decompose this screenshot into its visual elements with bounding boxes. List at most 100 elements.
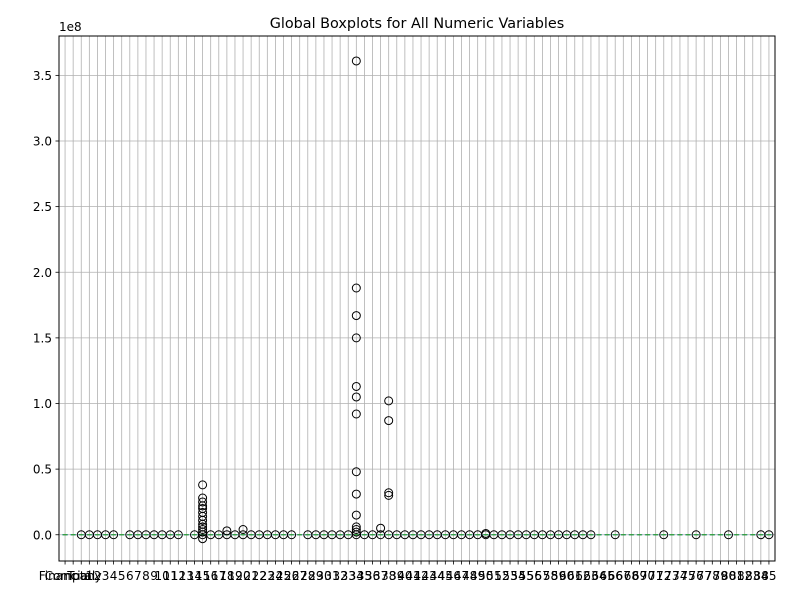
- x-tick-label: 1: [86, 569, 94, 583]
- x-tick-label: 40: [397, 569, 412, 583]
- x-tick-label: 7: [134, 569, 142, 583]
- x-tick-label: 9: [150, 569, 158, 583]
- y-axis-offset-label: 1e8: [59, 20, 82, 34]
- outlier-point: [351, 333, 361, 343]
- x-tick-label: 71: [648, 569, 663, 583]
- x-tick-label: 6: [126, 569, 134, 583]
- x-tick-label: 64: [591, 569, 606, 583]
- x-tick-label: 51: [486, 569, 501, 583]
- x-tick-label: 52: [494, 569, 509, 583]
- x-tick-label: 36: [365, 569, 380, 583]
- x-tick-label: 54: [510, 569, 525, 583]
- x-tick-label: 68: [624, 569, 639, 583]
- outlier-point: [351, 527, 361, 537]
- x-tick-label: 66: [608, 569, 623, 583]
- chart-title: Global Boxplots for All Numeric Variable…: [270, 16, 565, 32]
- y-tick-label: 3.5: [33, 69, 52, 83]
- x-tick-label: 24: [268, 569, 283, 583]
- x-tick-label: 74: [672, 569, 687, 583]
- x-tick-label: 18: [219, 569, 234, 583]
- x-tick-label: 33: [341, 569, 356, 583]
- x-tick-label: 79: [713, 569, 728, 583]
- outlier-point: [198, 527, 208, 537]
- x-tick-label: 53: [502, 569, 517, 583]
- x-tick-label: 78: [705, 569, 720, 583]
- x-tick-label: 58: [543, 569, 558, 583]
- x-tick-label: 34: [349, 569, 364, 583]
- x-tick-label: 25: [276, 569, 291, 583]
- x-tick-label: 48: [462, 569, 477, 583]
- x-tick-label: 63: [583, 569, 598, 583]
- outlier-point: [198, 501, 208, 511]
- x-tick-label: 5: [118, 569, 126, 583]
- x-tick-label: 29: [308, 569, 323, 583]
- y-tick-label: 1.0: [33, 397, 52, 411]
- x-tick-label: 47: [454, 569, 469, 583]
- x-tick-label: 31: [324, 569, 339, 583]
- x-tick-label: 4: [110, 569, 118, 583]
- y-tick-label: 3.0: [33, 135, 52, 149]
- x-tick-label: 13: [179, 569, 194, 583]
- x-tick-label: 56: [527, 569, 542, 583]
- x-tick-label: 10: [155, 569, 170, 583]
- outlier-point: [351, 489, 361, 499]
- x-tick-label: 72: [656, 569, 671, 583]
- outlier-point: [351, 467, 361, 477]
- outlier-point: [198, 515, 208, 525]
- outlier-point: [384, 396, 394, 406]
- x-tick-label: 8: [142, 569, 150, 583]
- x-tick-label: 14: [187, 569, 202, 583]
- x-tick-label: 77: [697, 569, 712, 583]
- x-tick-label: 73: [664, 569, 679, 583]
- x-tick-label: Company: [45, 569, 102, 583]
- x-tick-label: 84: [753, 569, 768, 583]
- x-tick-label: 81: [729, 569, 744, 583]
- outlier-point: [376, 523, 386, 533]
- outlier-point: [384, 416, 394, 426]
- x-tick-label: 45: [438, 569, 453, 583]
- outlier-point: [351, 510, 361, 520]
- x-tick-label: 82: [737, 569, 752, 583]
- outlier-point: [659, 530, 669, 540]
- x-tick-label: 35: [357, 569, 372, 583]
- outlier-point: [198, 534, 208, 544]
- x-tick-label: 30: [316, 569, 331, 583]
- x-tick-label: 21: [244, 569, 259, 583]
- outlier-point: [610, 530, 620, 540]
- outlier-point: [173, 530, 183, 540]
- x-tick-label: 76: [688, 569, 703, 583]
- x-tick-label: 67: [616, 569, 631, 583]
- outlier-point: [109, 530, 119, 540]
- x-tick-label: 39: [389, 569, 404, 583]
- x-tick-label: 80: [721, 569, 736, 583]
- x-tick-label: 57: [535, 569, 550, 583]
- outlier-point: [198, 497, 208, 507]
- outlier-point: [238, 525, 248, 534]
- outlier-point: [351, 283, 361, 293]
- x-tick-label: 61: [567, 569, 582, 583]
- x-tick-label: Total: [66, 569, 95, 583]
- plot-frame: [58, 35, 776, 562]
- outlier-point: [198, 480, 208, 490]
- x-tick-label: 22: [252, 569, 267, 583]
- outlier-point: [723, 530, 733, 540]
- x-tick-label: 60: [559, 569, 574, 583]
- y-tick-label: 2.5: [33, 200, 52, 214]
- y-axis: 0.0 0.5 1.0 1.5 2.0 2.5 3.0 3.5: [33, 69, 59, 542]
- x-tick-label: 69: [632, 569, 647, 583]
- x-tick-label: 26: [284, 569, 299, 583]
- y-tick-label: 0.0: [33, 528, 52, 542]
- x-tick-label: 23: [260, 569, 275, 583]
- x-tick-label: 44: [430, 569, 445, 583]
- y-tick-label: 2.0: [33, 266, 52, 280]
- chart-marks: [62, 56, 774, 544]
- x-tick-label: 11: [163, 569, 178, 583]
- x-tick-label: 37: [373, 569, 388, 583]
- outlier-point: [384, 490, 394, 500]
- x-tick-label: 50: [478, 569, 493, 583]
- x-tick-label: 3: [102, 569, 110, 583]
- x-tick-label: 16: [203, 569, 218, 583]
- x-tick-label: 75: [680, 569, 695, 583]
